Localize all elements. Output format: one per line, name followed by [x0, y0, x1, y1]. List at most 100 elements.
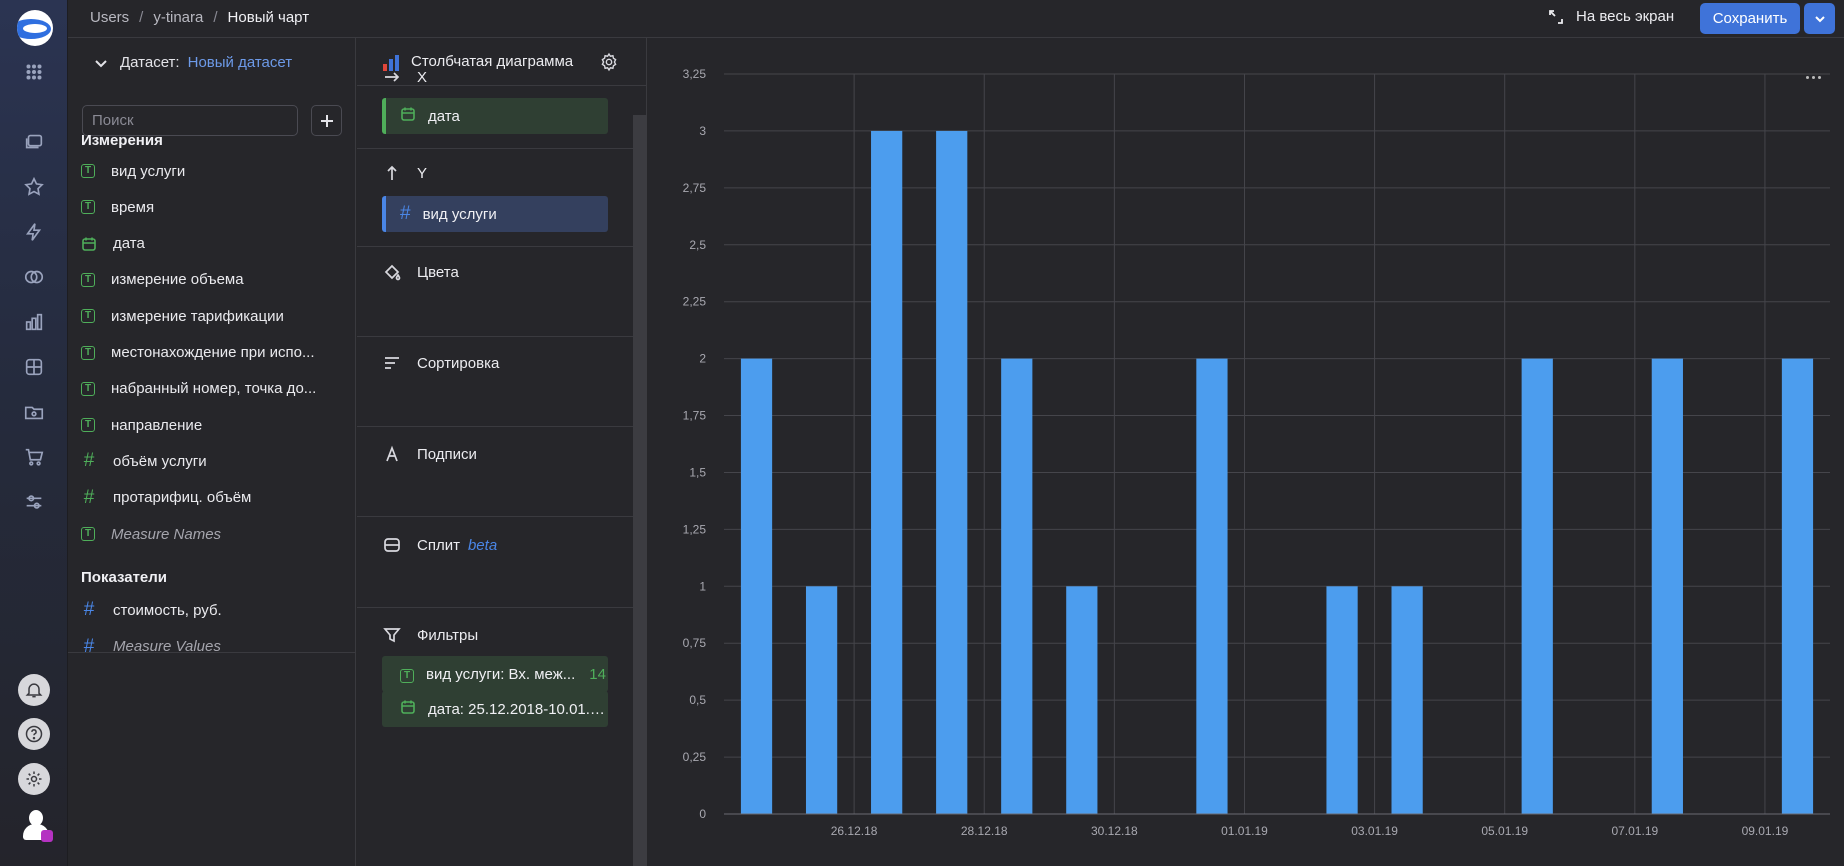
y-tick-label: 0,75 — [683, 636, 707, 650]
y-tick-label: 0,25 — [683, 750, 707, 764]
dashboards-icon[interactable] — [22, 355, 46, 379]
y-axis-field-label: вид услуги — [422, 205, 497, 223]
split-label: Сплит — [417, 536, 460, 554]
text-type-icon: T — [81, 164, 95, 178]
save-button[interactable]: Сохранить — [1700, 3, 1800, 34]
field-item[interactable]: # объём услуги — [81, 449, 207, 473]
top-header: Users / y-tinara / Новый чарт На весь эк… — [68, 0, 1844, 38]
settings-sliders-icon[interactable] — [22, 490, 46, 514]
split-icon — [384, 538, 400, 552]
notifications-bell-icon[interactable] — [18, 674, 50, 706]
folder-icon[interactable] — [22, 400, 46, 424]
filter-chip-service-type[interactable]: T вид услуги: Вх. меж... 14 — [382, 656, 608, 692]
colors-label: Цвета — [417, 263, 459, 281]
hash-icon: # — [83, 599, 95, 620]
expand-icon — [1549, 9, 1563, 24]
x-axis-section: X — [383, 68, 427, 86]
y-tick-label: 0,5 — [689, 693, 706, 707]
chart-more-menu-icon[interactable] — [1806, 72, 1826, 82]
text-type-icon: T — [81, 381, 95, 396]
text-type-icon: T — [81, 345, 95, 360]
chart-bar — [805, 586, 838, 814]
y-tick-label: 1,75 — [683, 409, 707, 423]
dataset-label: Датасет: — [120, 54, 180, 71]
field-label: местонахождение при испо... — [111, 344, 315, 361]
filters-section: Фильтры — [383, 626, 478, 644]
connections-bolt-icon[interactable] — [22, 220, 46, 244]
field-label: протарифиц. объём — [113, 489, 252, 507]
x-tick-label: 26.12.18 — [831, 824, 878, 838]
settings-gear-icon[interactable] — [18, 763, 50, 795]
collections-icon[interactable] — [22, 130, 46, 154]
sort-section[interactable]: Сортировка — [383, 354, 499, 372]
text-type-icon: T — [81, 309, 95, 324]
paint-bucket-icon — [384, 264, 401, 281]
labels-section[interactable]: Подписи — [383, 445, 477, 463]
breadcrumb-folder[interactable]: y-tinara — [153, 9, 204, 26]
fullscreen-button[interactable]: На весь экран — [1548, 8, 1674, 25]
field-label: вид услуги — [111, 162, 186, 180]
field-label: набранный номер, точка до... — [111, 380, 317, 398]
chevron-down-icon — [1814, 15, 1825, 22]
text-type-icon: T — [81, 418, 95, 433]
charts-icon[interactable] — [22, 310, 46, 334]
chart-settings-gear-icon[interactable] — [599, 52, 619, 72]
y-tick-label: 2 — [699, 352, 706, 366]
hash-icon: # — [83, 486, 95, 508]
dataset-selector[interactable]: Датасет: Новый датасет — [94, 54, 292, 71]
labels-label: Подписи — [417, 445, 477, 463]
field-item[interactable]: # Measure Values — [81, 635, 221, 659]
help-icon[interactable] — [18, 718, 50, 750]
x-tick-label: 01.01.19 — [1221, 824, 1268, 838]
sort-label: Сортировка — [417, 354, 500, 372]
colors-section[interactable]: Цвета — [383, 263, 459, 281]
hash-icon: # — [400, 203, 411, 224]
filter-count: 14 — [589, 665, 606, 683]
text-label-icon — [386, 445, 398, 462]
arrow-right-icon — [385, 72, 400, 82]
text-type-icon: T — [81, 527, 95, 541]
field-search-input[interactable] — [82, 105, 298, 136]
panel-scrollbar[interactable] — [633, 115, 647, 866]
chart-bar — [1001, 358, 1033, 814]
user-avatar[interactable] — [20, 808, 53, 842]
split-section[interactable]: Сплит beta — [383, 536, 497, 554]
section-divider — [357, 246, 633, 247]
sort-lines-icon — [385, 357, 399, 369]
bar-chart-icon — [383, 55, 399, 71]
field-label: Measure Values — [113, 638, 221, 655]
section-divider — [357, 516, 633, 517]
chart-type-label: Столбчатая диаграмма — [411, 53, 574, 70]
calendar-icon — [400, 106, 416, 126]
text-type-icon: T — [400, 665, 414, 683]
filter-chip-date[interactable]: дата: 25.12.2018-10.01.2... — [382, 691, 608, 727]
field-item[interactable]: # стоимость, руб. — [81, 598, 222, 622]
chart-type-selector[interactable]: Столбчатая диаграмма — [357, 38, 647, 86]
chevron-down-icon[interactable] — [94, 56, 108, 70]
y-axis-field-chip[interactable]: # вид услуги — [382, 196, 608, 232]
datasets-rings-icon[interactable] — [22, 265, 46, 289]
breadcrumb-users[interactable]: Users — [90, 9, 130, 26]
field-item[interactable]: T Measure Names — [81, 522, 221, 546]
x-axis-field-chip[interactable]: дата — [382, 98, 608, 134]
favorites-star-icon[interactable] — [22, 175, 46, 199]
marketplace-cart-icon[interactable] — [22, 445, 46, 469]
measures-title: Показатели — [81, 569, 168, 586]
datalens-logo-icon[interactable] — [17, 10, 53, 46]
y-tick-label: 2,75 — [683, 181, 707, 195]
field-item[interactable]: дата — [81, 232, 145, 256]
breadcrumb-current[interactable]: Новый чарт — [227, 9, 310, 26]
add-field-button[interactable] — [311, 105, 342, 136]
dataset-name-link[interactable]: Новый датасет — [187, 54, 293, 71]
apps-grid-icon[interactable] — [22, 60, 46, 84]
field-item[interactable]: # протарифиц. объём — [81, 486, 252, 510]
save-options-button[interactable] — [1804, 3, 1835, 34]
